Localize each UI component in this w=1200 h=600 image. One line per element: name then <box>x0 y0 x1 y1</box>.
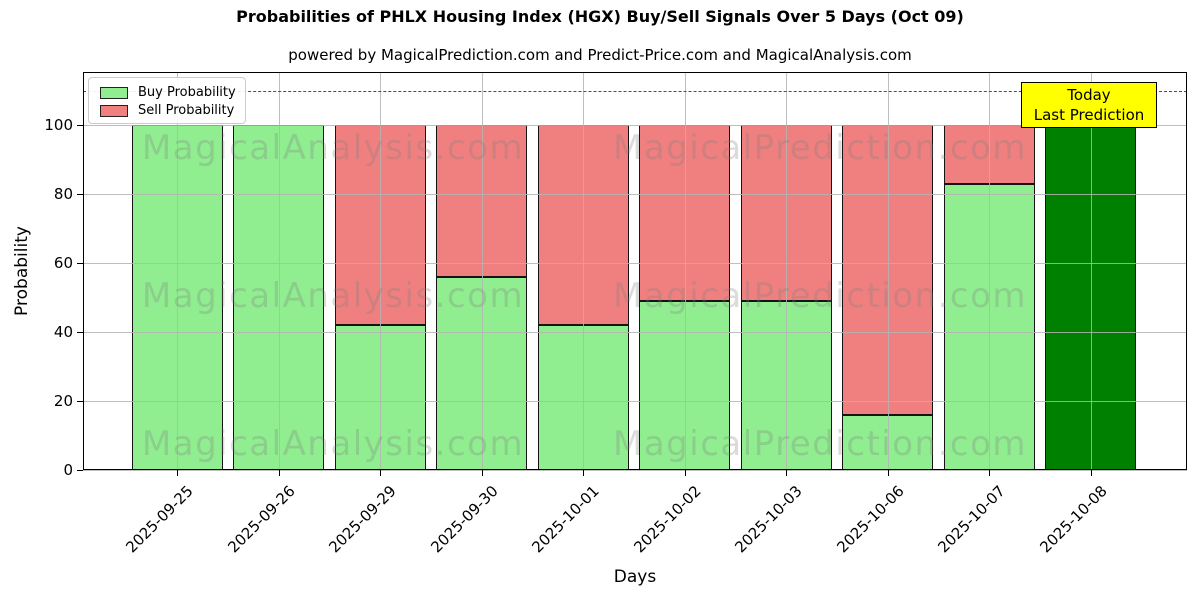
x-tick-label: 2025-10-06 <box>832 482 908 557</box>
v-gridline <box>380 72 381 470</box>
h-gridline <box>83 332 1187 334</box>
buy-color-swatch <box>100 86 128 99</box>
x-tick-label: 2025-10-02 <box>629 482 705 557</box>
x-tick-mark <box>380 470 382 476</box>
x-tick-label: 2025-10-08 <box>1035 482 1111 557</box>
x-tick-mark <box>786 470 788 476</box>
v-gridline <box>887 72 889 470</box>
x-tick-label: 2025-10-01 <box>528 482 603 557</box>
v-gridline <box>278 72 280 470</box>
h-gridline <box>83 263 1187 265</box>
legend-item-sell: Sell Probability <box>100 102 245 119</box>
y-tick-mark <box>77 469 83 471</box>
y-tick-label: 80 <box>53 185 73 204</box>
v-gridline <box>177 72 178 470</box>
y-tick-label: 40 <box>53 323 73 342</box>
v-gridline <box>786 72 787 470</box>
x-tick-mark <box>177 470 179 476</box>
watermark-text: MagicalPrediction.com <box>613 424 1027 464</box>
h-gridline <box>83 194 1187 196</box>
x-tick-mark <box>583 470 585 476</box>
x-tick-label: 2025-09-26 <box>223 482 299 557</box>
x-tick-label: 2025-10-07 <box>934 482 1009 557</box>
v-gridline <box>481 72 483 470</box>
legend: Buy Probability Sell Probability <box>88 77 246 124</box>
y-tick-label: 60 <box>53 254 73 273</box>
x-tick-mark <box>1090 470 1092 476</box>
v-gridline <box>1090 72 1092 470</box>
h-gridline <box>83 125 1187 127</box>
legend-label-sell: Sell Probability <box>138 103 235 118</box>
y-tick-label: 20 <box>53 392 73 411</box>
y-tick-mark <box>77 331 83 333</box>
v-gridline <box>989 72 990 470</box>
x-tick-label: 2025-09-25 <box>122 482 197 557</box>
h-gridline <box>83 470 1187 471</box>
annotation-line-1: Today <box>1067 86 1111 104</box>
watermark-text: MagicalAnalysis.com <box>141 424 525 464</box>
y-tick-mark <box>77 262 83 265</box>
x-tick-label: 2025-10-03 <box>731 482 806 557</box>
watermark-text: MagicalPrediction.com <box>613 128 1027 168</box>
x-tick-mark <box>481 470 483 476</box>
y-tick-label: 100 <box>44 116 73 135</box>
chart-title: Probabilities of PHLX Housing Index (HGX… <box>236 7 964 26</box>
dashed-threshold-line <box>83 90 1187 92</box>
h-gridline <box>83 401 1187 403</box>
legend-item-buy: Buy Probability <box>100 84 245 101</box>
watermark-text: MagicalPrediction.com <box>613 276 1027 316</box>
y-tick-mark <box>77 193 83 196</box>
y-tick-mark <box>77 400 83 402</box>
today-annotation-box: Today Last Prediction <box>1021 82 1157 128</box>
watermark-text: MagicalAnalysis.com <box>141 128 525 168</box>
v-gridline <box>684 72 686 470</box>
x-tick-label: 2025-09-29 <box>325 482 400 557</box>
x-tick-mark <box>989 470 991 476</box>
y-tick-label: 0 <box>63 461 73 479</box>
annotation-line-2: Last Prediction <box>1033 106 1145 124</box>
legend-label-buy: Buy Probability <box>138 85 236 100</box>
watermark-text: MagicalAnalysis.com <box>141 276 525 316</box>
x-tick-mark <box>887 470 889 476</box>
x-tick-mark <box>684 470 686 476</box>
sell-color-swatch <box>100 104 128 117</box>
x-tick-mark <box>278 470 280 476</box>
y-tick-mark <box>77 124 83 127</box>
x-tick-label: 2025-09-30 <box>426 482 502 557</box>
v-gridline <box>583 72 584 470</box>
x-axis-title: Days <box>613 567 657 587</box>
chart-subtitle: powered by MagicalPrediction.com and Pre… <box>288 46 912 64</box>
